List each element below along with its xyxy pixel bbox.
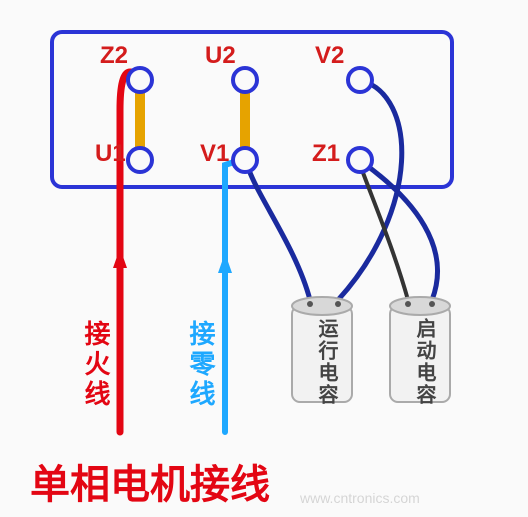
terminal-u1 — [128, 148, 152, 172]
label-u2: U2 — [205, 42, 236, 70]
terminal-z2 — [128, 68, 152, 92]
motor-wiring-diagram — [0, 0, 528, 517]
watermark: www.cntronics.com — [300, 490, 420, 506]
wire-startcap-to-z1 — [362, 170, 408, 300]
diagram-title: 单相电机接线 — [30, 452, 270, 510]
terminal-u2 — [233, 68, 257, 92]
label-v2: V2 — [315, 42, 344, 70]
neutral-wire-label: 接零线 — [183, 320, 220, 410]
wire-runcap-to-v1 — [249, 170, 310, 300]
neutral-wire-arrow-icon — [218, 253, 232, 273]
label-z2: Z2 — [100, 42, 128, 70]
neutral-wire — [225, 160, 240, 432]
run-capacitor-label: 运行电容 — [312, 318, 341, 406]
terminal-z1 — [348, 148, 372, 172]
label-z1: Z1 — [312, 140, 340, 168]
label-u1: U1 — [95, 140, 126, 168]
start-capacitor-label: 启动电容 — [410, 318, 439, 406]
terminal-v2 — [348, 68, 372, 92]
hot-wire-arrow-icon — [113, 248, 127, 268]
hot-wire-label: 接火线 — [78, 320, 115, 410]
terminal-v1 — [233, 148, 257, 172]
label-v1: V1 — [200, 140, 229, 168]
